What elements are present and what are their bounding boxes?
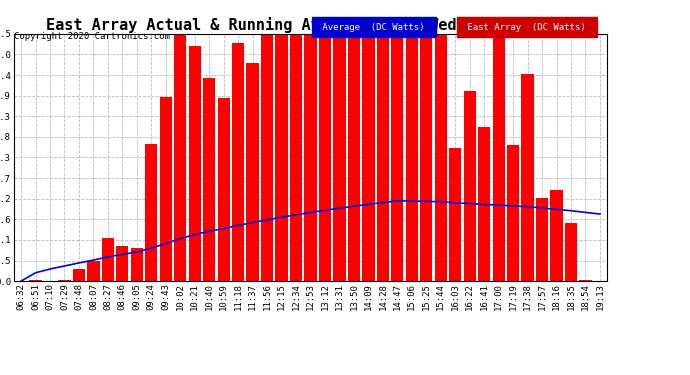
- Bar: [188, 46, 201, 281]
- Bar: [348, 34, 360, 281]
- Text: East Array  (DC Watts): East Array (DC Watts): [462, 23, 591, 32]
- Bar: [391, 34, 404, 281]
- Bar: [72, 269, 85, 281]
- Bar: [232, 43, 244, 281]
- Bar: [333, 34, 346, 281]
- Bar: [159, 97, 172, 281]
- Bar: [87, 261, 99, 281]
- Bar: [449, 148, 462, 281]
- Bar: [493, 34, 505, 281]
- Bar: [478, 128, 491, 281]
- Bar: [145, 144, 157, 281]
- Bar: [536, 198, 549, 281]
- Bar: [304, 34, 317, 281]
- Bar: [507, 145, 520, 281]
- Bar: [59, 280, 70, 281]
- Text: Copyright 2020 Cartronics.com: Copyright 2020 Cartronics.com: [14, 32, 170, 41]
- Bar: [377, 34, 389, 281]
- Bar: [362, 34, 375, 281]
- Bar: [203, 78, 215, 281]
- Bar: [290, 34, 302, 281]
- Bar: [30, 280, 41, 281]
- Bar: [565, 224, 577, 281]
- Bar: [420, 34, 433, 281]
- Bar: [464, 91, 476, 281]
- Title: East Array Actual & Running Average Power Wed Apr 29 19:25: East Array Actual & Running Average Powe…: [46, 16, 575, 33]
- Bar: [130, 248, 143, 281]
- Bar: [319, 34, 331, 281]
- Bar: [435, 34, 447, 281]
- Text: Average  (DC Watts): Average (DC Watts): [317, 23, 431, 32]
- Bar: [275, 34, 288, 281]
- Bar: [522, 74, 534, 281]
- Bar: [116, 246, 128, 281]
- Bar: [217, 99, 230, 281]
- Bar: [551, 190, 563, 281]
- Bar: [580, 280, 591, 281]
- Bar: [261, 34, 273, 281]
- Bar: [406, 34, 418, 281]
- Bar: [101, 238, 114, 281]
- Bar: [246, 63, 259, 281]
- Bar: [174, 34, 186, 281]
